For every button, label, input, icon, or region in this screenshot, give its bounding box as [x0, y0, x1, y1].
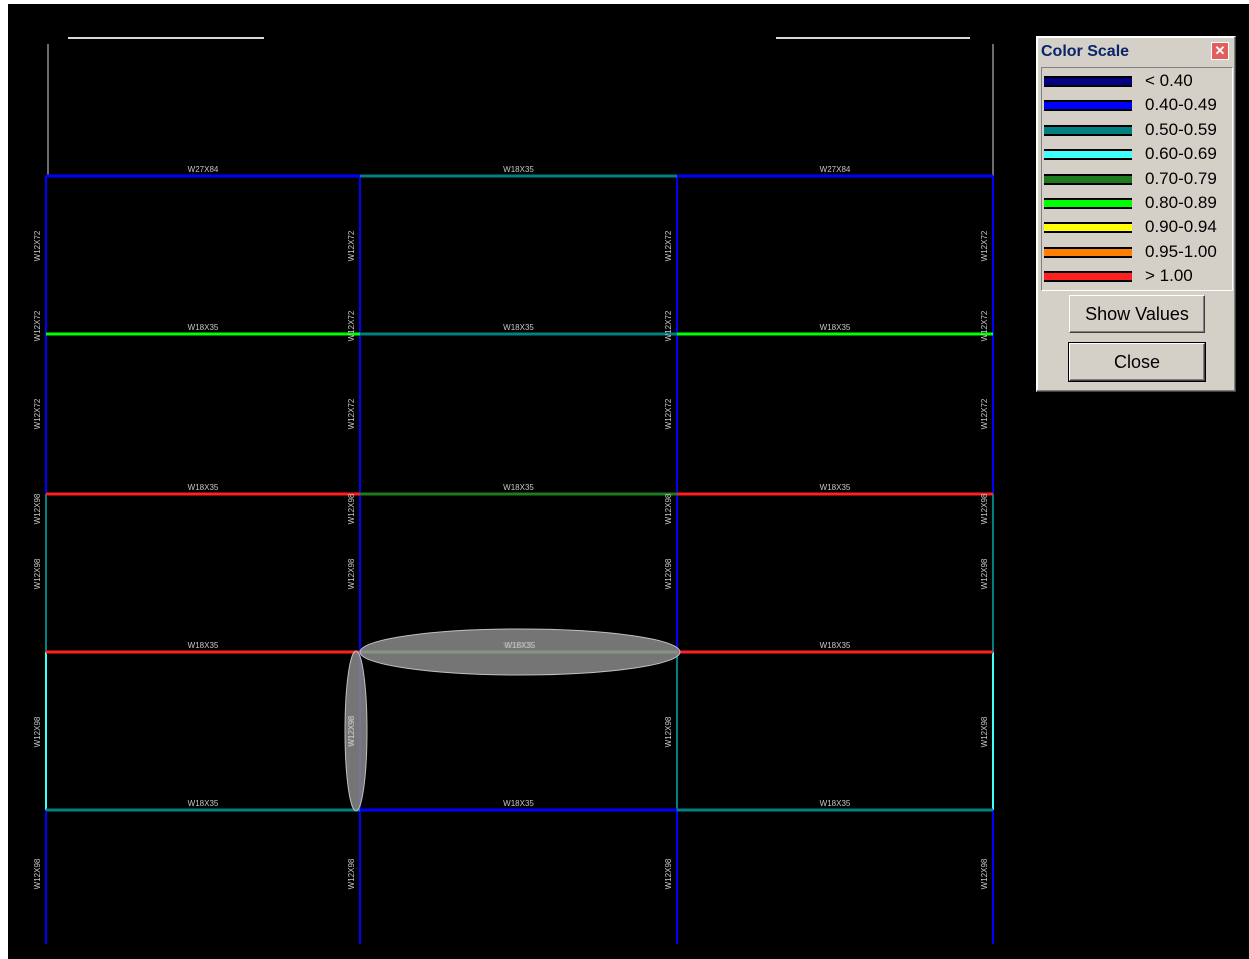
selected-beam-highlight[interactable]	[359, 628, 681, 676]
column-label: W12X72	[347, 310, 356, 341]
legend-label: > 1.00	[1145, 266, 1193, 286]
legend-label: 0.40-0.49	[1145, 95, 1217, 115]
column-label: W12X98	[980, 858, 989, 889]
legend-row: 0.95-1.00	[1042, 241, 1232, 265]
legend-swatch	[1044, 76, 1132, 87]
column-label: W12X98	[664, 493, 673, 524]
beam-label: W18X35	[820, 323, 851, 332]
column-label: W12X72	[33, 230, 42, 261]
column-label: W12X72	[33, 310, 42, 341]
legend-label: 0.70-0.79	[1145, 168, 1217, 188]
column-label: W12X98	[33, 716, 42, 747]
column-label: W12X72	[980, 310, 989, 341]
column-label: W12X72	[980, 230, 989, 261]
legend-row: 0.50-0.59	[1042, 119, 1232, 143]
column-label: W12X72	[664, 310, 673, 341]
close-icon[interactable]: ✕	[1211, 42, 1229, 60]
color-legend: < 0.40 0.40-0.49 0.50-0.59 0.60-0.69 0.70-0.…	[1041, 67, 1233, 291]
beam-label: W18X35	[503, 483, 534, 492]
column-label: W12X98	[33, 558, 42, 589]
column-label: W12X72	[347, 398, 356, 429]
beam-label: W18X35	[505, 641, 536, 650]
selected-column-highlight[interactable]	[344, 650, 368, 812]
beam-label: W18X35	[503, 799, 534, 808]
column-label: W12X72	[347, 230, 356, 261]
legend-label: 0.95-1.00	[1145, 241, 1217, 261]
column-label: W12X98	[347, 858, 356, 889]
legend-row: 0.60-0.69	[1042, 143, 1232, 167]
column-label: W12X98	[664, 858, 673, 889]
column-label: W12X98	[347, 715, 356, 746]
column-label: W12X98	[664, 716, 673, 747]
legend-swatch	[1044, 222, 1132, 234]
frame-elevation[interactable]: W27X84 W18X35 W27X84 W18X35 W18X35 W18X35 W18X…	[8, 4, 1249, 959]
legend-swatch	[1044, 100, 1132, 112]
beam-label: W18X35	[188, 483, 219, 492]
legend-label: < 0.40	[1145, 71, 1193, 90]
column-label: W12X72	[33, 398, 42, 429]
legend-label: 0.50-0.59	[1145, 119, 1217, 139]
beam-label: W27X84	[188, 165, 219, 174]
legend-swatch	[1044, 198, 1132, 209]
column-label: W12X98	[664, 558, 673, 589]
beam-label: W18X35	[503, 165, 534, 174]
column-label: W12X98	[33, 493, 42, 524]
close-button[interactable]: Close	[1068, 342, 1206, 382]
beam-label: W18X35	[820, 799, 851, 808]
beam-label: W27X84	[820, 165, 851, 174]
legend-swatch	[1044, 124, 1132, 136]
column-label: W12X72	[664, 230, 673, 261]
column-label: W12X98	[980, 493, 989, 524]
column-label: W12X98	[980, 558, 989, 589]
legend-label: 0.60-0.69	[1145, 144, 1217, 164]
legend-swatch	[1044, 271, 1132, 283]
column-label: W12X98	[347, 558, 356, 589]
beam-label: W18X35	[188, 641, 219, 650]
legend-row: 0.70-0.79	[1042, 168, 1232, 192]
beam-label: W18X35	[503, 323, 534, 332]
legend-row: 0.40-0.49	[1042, 94, 1232, 118]
legend-swatch	[1044, 173, 1132, 185]
beam-label: W18X35	[820, 483, 851, 492]
beam-label: W18X35	[188, 323, 219, 332]
column-label: W12X98	[347, 493, 356, 524]
legend-label: 0.90-0.94	[1145, 217, 1217, 237]
legend-row: > 1.00	[1042, 265, 1232, 289]
legend-swatch	[1044, 149, 1132, 161]
column-label: W12X98	[33, 858, 42, 889]
column-label: W12X98	[980, 716, 989, 747]
legend-row: < 0.40	[1042, 70, 1232, 94]
panel-title: Color Scale	[1041, 43, 1130, 60]
column-label: W12X72	[664, 398, 673, 429]
legend-row: 0.90-0.94	[1042, 216, 1232, 240]
column-label: W12X72	[980, 398, 989, 429]
show-values-button[interactable]: Show Values	[1069, 295, 1205, 333]
legend-swatch	[1044, 246, 1132, 258]
beam-label: W18X35	[188, 799, 219, 808]
legend-label: 0.80-0.89	[1145, 193, 1217, 212]
beam-label: W18X35	[820, 641, 851, 650]
legend-row: 0.80-0.89	[1042, 192, 1232, 216]
color-scale-window[interactable]: Color Scale ✕ < 0.40 0.40-0.49 0.50-0.59 0.…	[1036, 36, 1236, 392]
